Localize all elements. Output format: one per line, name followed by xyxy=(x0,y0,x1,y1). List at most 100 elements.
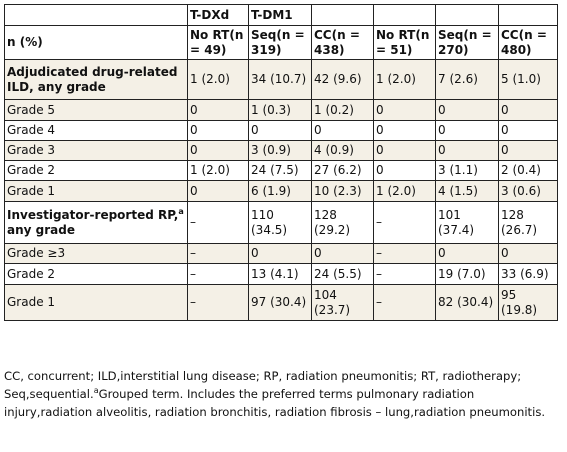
row-label: Grade 1 xyxy=(4,284,188,321)
table-row: Grade 2–13 (4.1) 24 (5.5) –19 (7.0) 33 (6.9… xyxy=(4,263,558,285)
column-header: No RT(n = 51) xyxy=(373,25,436,60)
adverse-events-table: T-DXd T-DM1 n (%) No RT(n = 49) Seq(n = … xyxy=(4,4,558,321)
value-cell: 95 (19.8) xyxy=(498,284,558,321)
value-cell: 82 (30.4) xyxy=(435,284,499,321)
value-cell: – xyxy=(373,243,436,264)
value-cell: – xyxy=(373,263,436,285)
column-header: Seq(n = 319) xyxy=(248,25,312,60)
value-cell: 1 (2.0) xyxy=(373,59,436,100)
value-cell: 128 (29.2) xyxy=(311,201,374,244)
row-label-text-line2: any grade xyxy=(7,222,75,237)
value-cell: 0 xyxy=(187,180,249,202)
value-cell: 0 xyxy=(373,140,436,161)
table-row: Grade 2 1 (2.0) 24 (7.5) 27 (6.2) 0 3 (1.1) 2 … xyxy=(4,160,558,181)
value-cell: – xyxy=(187,263,249,285)
value-cell: 42 (9.6) xyxy=(311,59,374,100)
row-label: Grade 2 xyxy=(4,263,188,285)
value-cell: – xyxy=(187,201,249,244)
value-cell: 0 xyxy=(498,99,558,121)
value-cell: 128 (26.7) xyxy=(498,201,558,244)
footnote-text-1: CC, concurrent; ILD,interstitial lung di… xyxy=(4,369,522,401)
value-cell: 33 (6.9) xyxy=(498,263,558,285)
row-label: Grade ≥3 xyxy=(4,243,188,264)
column-header-row: n (%) No RT(n = 49) Seq(n = 319) CC(n = … xyxy=(4,25,558,60)
value-cell: 10 (2.3) xyxy=(311,180,374,202)
row-label-text: Grade 5 xyxy=(7,102,56,117)
row-label-superscript: a xyxy=(178,206,184,216)
value-cell: 0 xyxy=(435,140,499,161)
group-header-empty xyxy=(498,4,558,26)
table-row: Grade ≥3–0 0–0 0 xyxy=(4,243,558,264)
value-cell: 24 (7.5) xyxy=(248,160,312,181)
value-cell: – xyxy=(373,201,436,244)
value-cell: 2 (0.4) xyxy=(498,160,558,181)
group-header-empty xyxy=(373,4,436,26)
value-cell: – xyxy=(187,243,249,264)
value-cell: 0 xyxy=(187,99,249,121)
column-header: CC(n = 480) xyxy=(498,25,558,60)
value-cell: 0 xyxy=(498,243,558,264)
value-cell: 5 (1.0) xyxy=(498,59,558,100)
row-label: Grade 4 xyxy=(4,120,188,141)
table-row: Investigator-reported RP,a any grade –110 … xyxy=(4,201,558,244)
value-cell: 3 (0.6) xyxy=(498,180,558,202)
n-label: n (%) xyxy=(4,25,188,60)
value-cell: 0 xyxy=(187,140,249,161)
row-label-text: Grade 3 xyxy=(7,143,56,157)
row-label-text: Grade 2 xyxy=(7,163,56,177)
group-header-row: T-DXd T-DM1 xyxy=(4,4,558,26)
row-label-text: Grade ≥3 xyxy=(7,246,66,260)
value-cell: 0 xyxy=(435,120,499,141)
table-row: Grade 1–97 (30.4) 104 (23.7) –82 (30.4) 95 … xyxy=(4,284,558,321)
row-label-text: Investigator-reported RP, xyxy=(7,207,179,222)
group-header-tdm1: T-DM1 xyxy=(248,4,312,26)
value-cell: 0 xyxy=(248,243,312,264)
row-label-text: Grade 1 xyxy=(7,295,56,309)
value-cell: 13 (4.1) xyxy=(248,263,312,285)
value-cell: 3 (1.1) xyxy=(435,160,499,181)
value-cell: 24 (5.5) xyxy=(311,263,374,285)
value-cell: 1 (2.0) xyxy=(373,180,436,202)
group-header-empty xyxy=(311,4,374,26)
column-header: Seq(n = 270) xyxy=(435,25,499,60)
row-label: Investigator-reported RP,a any grade xyxy=(4,201,188,244)
value-cell: – xyxy=(187,284,249,321)
table-row: Adjudicated drug-related ILD, any grade 1… xyxy=(4,59,558,100)
value-cell: 0 xyxy=(498,140,558,161)
value-cell: 1 (0.3) xyxy=(248,99,312,121)
value-cell: – xyxy=(373,284,436,321)
value-cell: 0 xyxy=(311,120,374,141)
value-cell: 0 xyxy=(187,120,249,141)
row-label: Grade 5 xyxy=(4,99,188,121)
column-header: No RT(n = 49) xyxy=(187,25,249,60)
footnote-superscript: a xyxy=(93,386,99,396)
value-cell: 0 xyxy=(498,120,558,141)
value-cell: 1 (2.0) xyxy=(187,59,249,100)
row-label: Grade 3 xyxy=(4,140,188,161)
row-label-text: Grade 1 xyxy=(7,183,56,198)
value-cell: 1 (0.2) xyxy=(311,99,374,121)
corner-cell xyxy=(4,4,188,26)
value-cell: 19 (7.0) xyxy=(435,263,499,285)
value-cell: 1 (2.0) xyxy=(187,160,249,181)
value-cell: 6 (1.9) xyxy=(248,180,312,202)
group-header-tdxd: T-DXd xyxy=(187,4,249,26)
value-cell: 0 xyxy=(311,243,374,264)
value-cell: 104 (23.7) xyxy=(311,284,374,321)
value-cell: 97 (30.4) xyxy=(248,284,312,321)
footnote-text-2: Grouped term. Includes the preferred ter… xyxy=(4,387,546,419)
value-cell: 101 (37.4) xyxy=(435,201,499,244)
value-cell: 7 (2.6) xyxy=(435,59,499,100)
row-label: Grade 2 xyxy=(4,160,188,181)
column-header: CC(n = 438) xyxy=(311,25,374,60)
value-cell: 4 (0.9) xyxy=(311,140,374,161)
row-label-text: Grade 4 xyxy=(7,123,56,137)
row-label-text: Adjudicated drug-related ILD, any grade xyxy=(7,64,178,94)
value-cell: 4 (1.5) xyxy=(435,180,499,202)
value-cell: 0 xyxy=(373,99,436,121)
value-cell: 0 xyxy=(435,99,499,121)
